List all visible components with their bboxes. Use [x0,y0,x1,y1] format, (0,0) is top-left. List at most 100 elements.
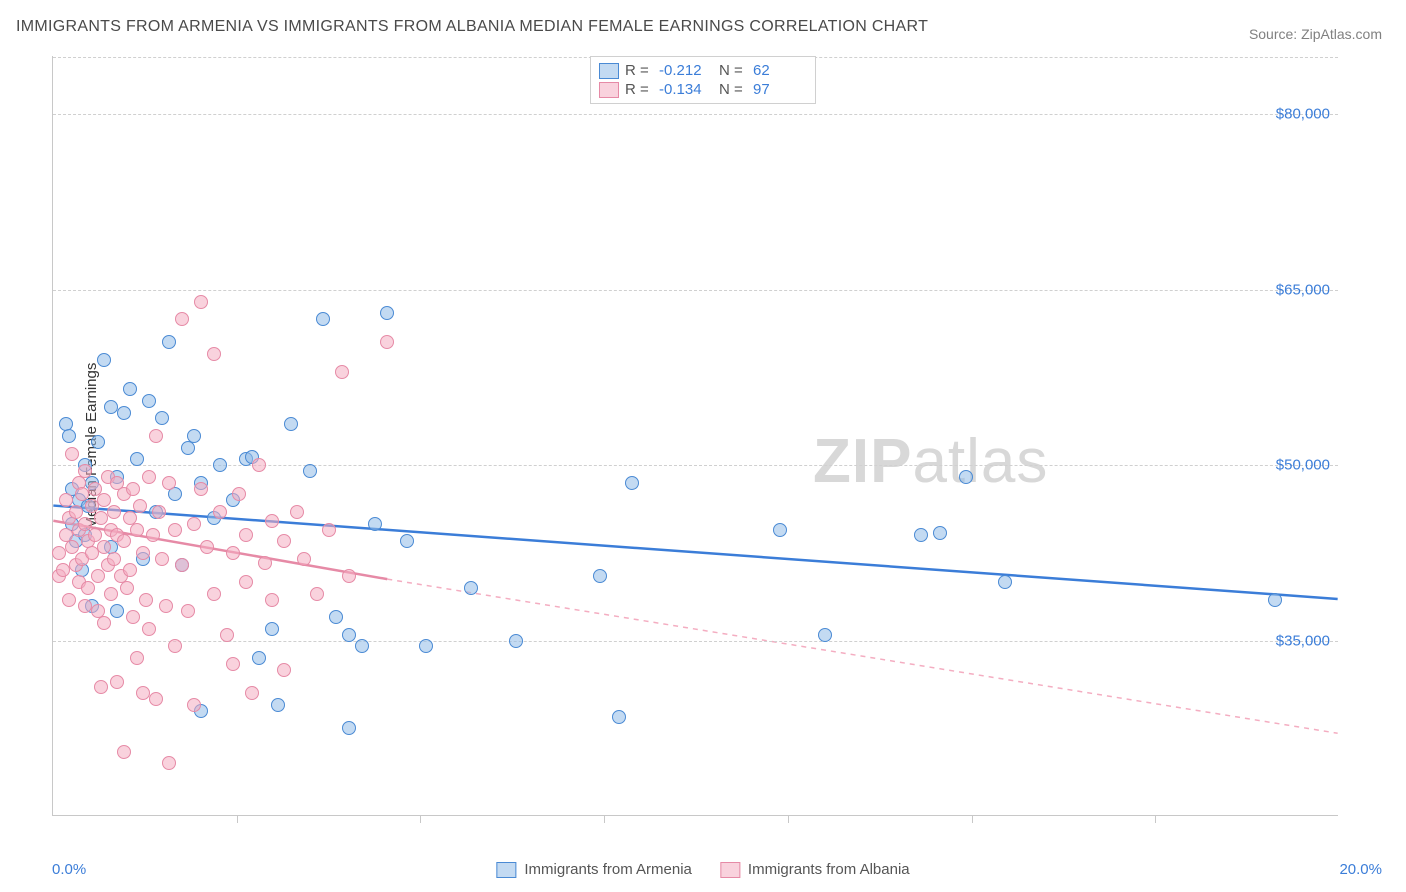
data-point [159,599,173,613]
data-point [146,528,160,542]
r-label: R = [625,81,653,98]
data-point [62,593,76,607]
data-point [117,534,131,548]
n-value: 97 [753,81,807,98]
data-point [91,569,105,583]
data-point [162,476,176,490]
data-point [265,593,279,607]
data-point [773,523,787,537]
x-tick [972,815,973,823]
data-point [104,587,118,601]
y-tick-label: $35,000 [1276,632,1330,649]
data-point [110,604,124,618]
data-point [130,523,144,537]
data-point [342,569,356,583]
data-point [142,394,156,408]
data-point [65,447,79,461]
data-point [818,628,832,642]
n-label: N = [719,81,747,98]
legend-swatch [720,862,740,878]
x-tick [237,815,238,823]
x-tick-max: 20.0% [1339,861,1382,878]
data-point [207,587,221,601]
data-point [380,335,394,349]
data-point [117,406,131,420]
data-point [149,692,163,706]
grid-line [53,641,1338,642]
series-legend: Immigrants from Armenia Immigrants from A… [496,861,909,878]
r-label: R = [625,62,653,79]
data-point [1268,593,1282,607]
data-point [130,651,144,665]
plot-area: ZIPatlas $35,000$50,000$65,000$80,000 [52,56,1338,816]
data-point [194,482,208,496]
data-point [62,429,76,443]
legend-label: Immigrants from Albania [748,861,910,878]
data-point [509,634,523,648]
data-point [181,604,195,618]
data-point [126,610,140,624]
legend-item: Immigrants from Armenia [496,861,692,878]
data-point [187,698,201,712]
x-tick [604,815,605,823]
data-point [355,639,369,653]
legend-swatch [599,63,619,79]
data-point [142,470,156,484]
data-point [297,552,311,566]
data-point [271,698,285,712]
data-point [56,563,70,577]
data-point [117,745,131,759]
legend-row: R = -0.212 N = 62 [599,61,807,80]
data-point [155,552,169,566]
data-point [612,710,626,724]
data-point [329,610,343,624]
data-point [175,558,189,572]
n-value: 62 [753,62,807,79]
data-point [97,616,111,630]
data-point [310,587,324,601]
data-point [239,575,253,589]
data-point [290,505,304,519]
data-point [335,365,349,379]
data-point [123,563,137,577]
r-value: -0.212 [659,62,713,79]
r-value: -0.134 [659,81,713,98]
data-point [419,639,433,653]
data-point [316,312,330,326]
data-point [162,756,176,770]
data-point [232,487,246,501]
legend-swatch [599,82,619,98]
data-point [187,429,201,443]
legend-item: Immigrants from Albania [720,861,910,878]
data-point [207,347,221,361]
data-point [239,528,253,542]
data-point [220,628,234,642]
trend-lines [53,56,1338,815]
data-point [162,335,176,349]
legend-swatch [496,862,516,878]
data-point [152,505,166,519]
data-point [142,622,156,636]
n-label: N = [719,62,747,79]
data-point [258,556,272,570]
data-point [265,514,279,528]
data-point [464,581,478,595]
data-point [342,721,356,735]
data-point [85,546,99,560]
data-point [342,628,356,642]
data-point [168,523,182,537]
data-point [81,581,95,595]
data-point [226,546,240,560]
chart-title: IMMIGRANTS FROM ARMENIA VS IMMIGRANTS FR… [16,18,928,36]
data-point [368,517,382,531]
data-point [94,680,108,694]
data-point [914,528,928,542]
grid-line [53,290,1338,291]
data-point [168,639,182,653]
data-point [97,353,111,367]
data-point [998,575,1012,589]
data-point [200,540,214,554]
data-point [136,546,150,560]
data-point [133,499,147,513]
data-point [593,569,607,583]
